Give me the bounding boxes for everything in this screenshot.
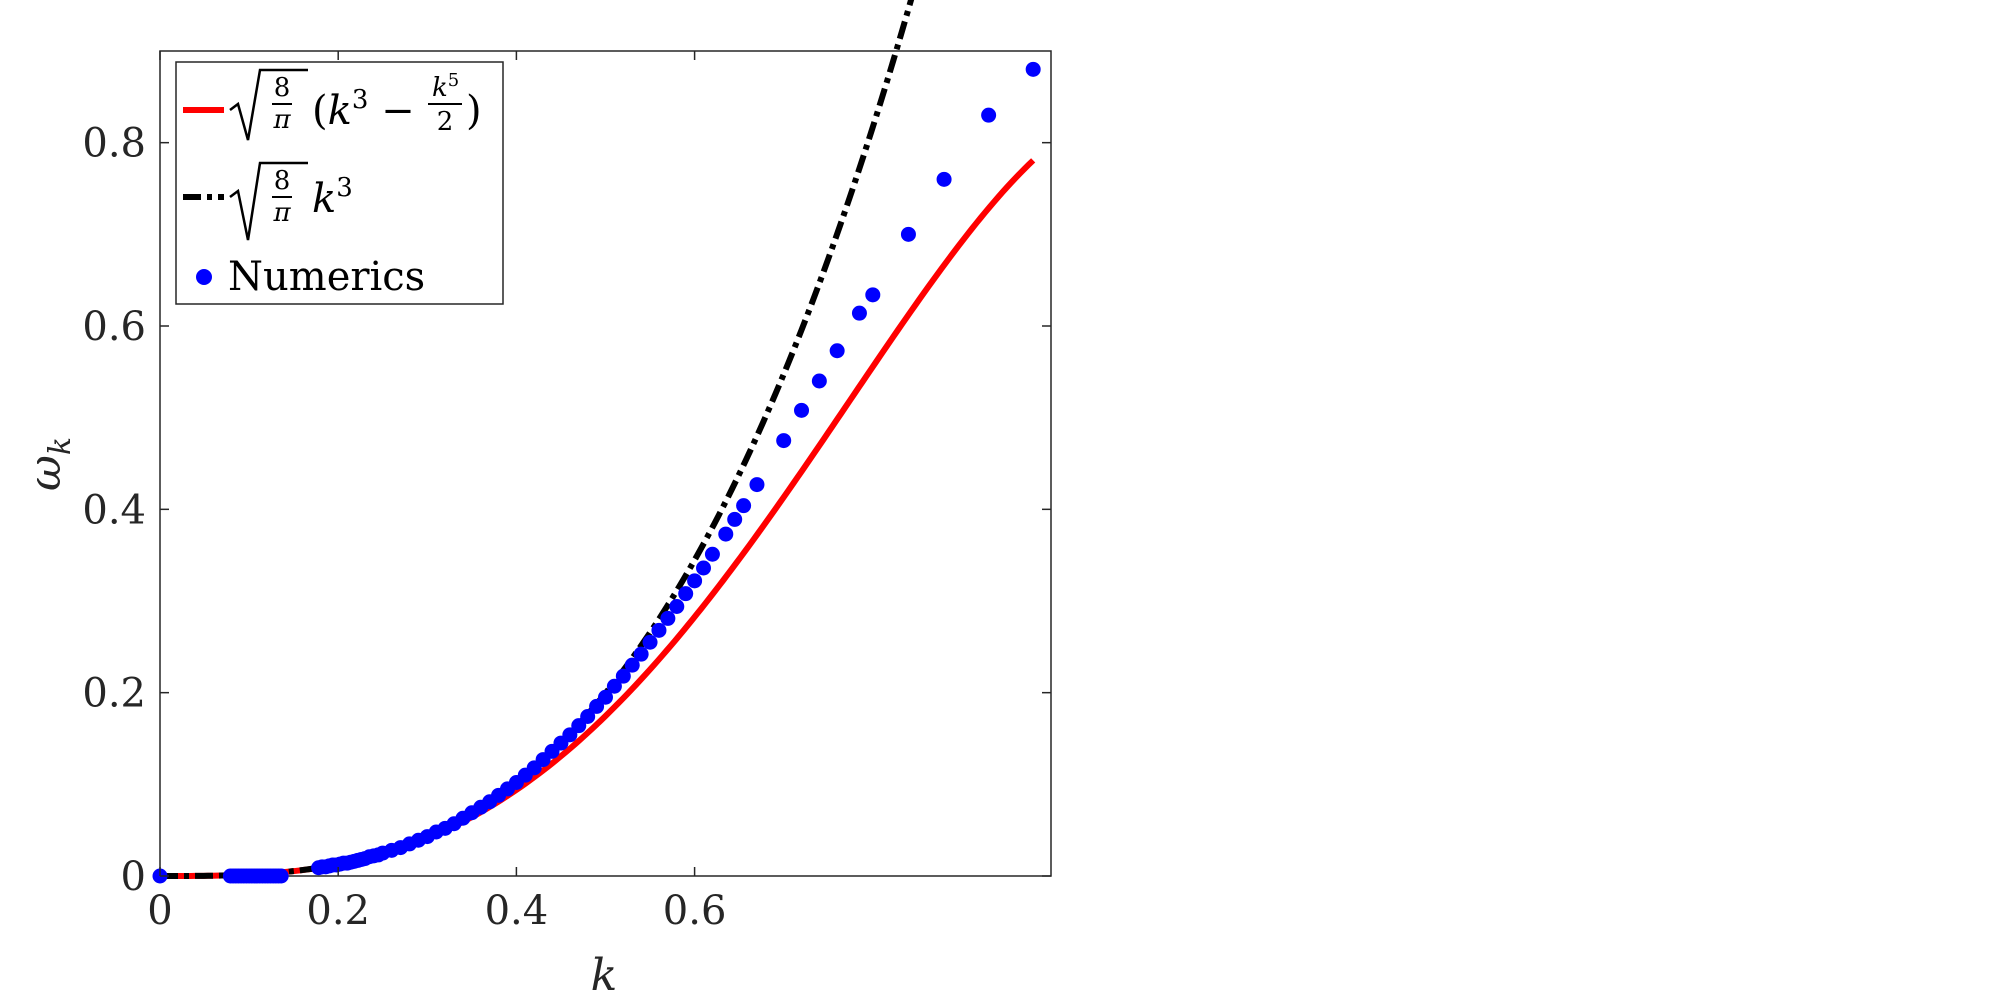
- legend-label-exact: 8 π (k3 − k5 2 ): [229, 68, 482, 141]
- svg-text:(k3 −: (k3 −: [312, 85, 415, 134]
- legend-label-numerics: Numerics: [228, 254, 425, 300]
- legend-swatch-numerics: [196, 269, 212, 285]
- y-tick-label: 0.4: [82, 487, 146, 533]
- svg-text:π: π: [272, 198, 291, 228]
- numerics-point: [794, 402, 810, 418]
- numerics-point: [851, 305, 867, 321]
- numerics-point: [651, 622, 667, 638]
- y-tick-label: 0.2: [82, 671, 146, 717]
- numerics-point: [669, 599, 685, 614]
- numerics-point: [704, 546, 720, 562]
- numerics-point: [678, 586, 694, 602]
- y-tick-label: 0.6: [82, 304, 146, 350]
- numerics-point: [776, 433, 792, 449]
- x-tick-label: 0.4: [485, 888, 549, 934]
- sqrt-symbol-approx: [229, 161, 308, 241]
- numerics-point: [273, 868, 289, 884]
- data-layer: [152, 0, 1041, 884]
- numerics-point: [829, 343, 845, 359]
- numerics-point: [736, 498, 752, 514]
- svg-text:): ): [466, 88, 482, 134]
- y-tick-label: 0: [121, 854, 146, 900]
- numerics-point: [749, 477, 765, 493]
- svg-text:k3: k3: [312, 173, 353, 222]
- numerics-point: [936, 171, 952, 187]
- numerics-point: [598, 689, 613, 705]
- legend: 8 π (k3 − k5 2 ) 8 π k3 Numerics: [175, 61, 504, 305]
- x-axis-title: k: [591, 950, 618, 1001]
- numerics-point: [624, 657, 640, 673]
- y-tick-label: 0.8: [82, 121, 146, 167]
- numerics-point: [580, 709, 596, 724]
- numerics-point: [1025, 61, 1041, 77]
- x-tick-label: 0.2: [306, 888, 370, 934]
- numerics-point: [633, 646, 649, 662]
- numerics-point: [718, 526, 734, 542]
- series-line-approx: [160, 0, 915, 879]
- svg-text:ωk: ωk: [20, 437, 78, 491]
- numerics-point: [865, 287, 881, 303]
- svg-text:2: 2: [437, 107, 454, 137]
- sqrt-symbol-exact: [229, 68, 308, 141]
- numerics-point: [727, 511, 743, 527]
- x-tick-label: 0: [147, 888, 172, 934]
- numerics-point: [687, 573, 703, 589]
- svg-text:8: 8: [274, 73, 291, 103]
- svg-text:8: 8: [274, 166, 291, 196]
- numerics-point: [660, 610, 676, 626]
- y-axis-title: ωk: [20, 437, 78, 491]
- numerics-point: [615, 668, 631, 684]
- legend-box: [175, 61, 504, 305]
- numerics-point: [811, 373, 827, 389]
- numerics-point: [900, 226, 916, 242]
- numerics-point: [606, 678, 622, 694]
- svg-text:π: π: [272, 105, 291, 135]
- numerics-point: [642, 634, 658, 650]
- x-tick-label: 0.6: [663, 888, 727, 934]
- legend-label-approx: 8 π k3: [229, 161, 353, 241]
- svg-text:k5: k5: [432, 70, 459, 103]
- numerics-point: [981, 107, 997, 123]
- numerics-point: [696, 560, 712, 576]
- axis-ticks: 0 0.2 0.4 0.6 0 0.2 0.4 0.6 0.8: [82, 51, 1051, 934]
